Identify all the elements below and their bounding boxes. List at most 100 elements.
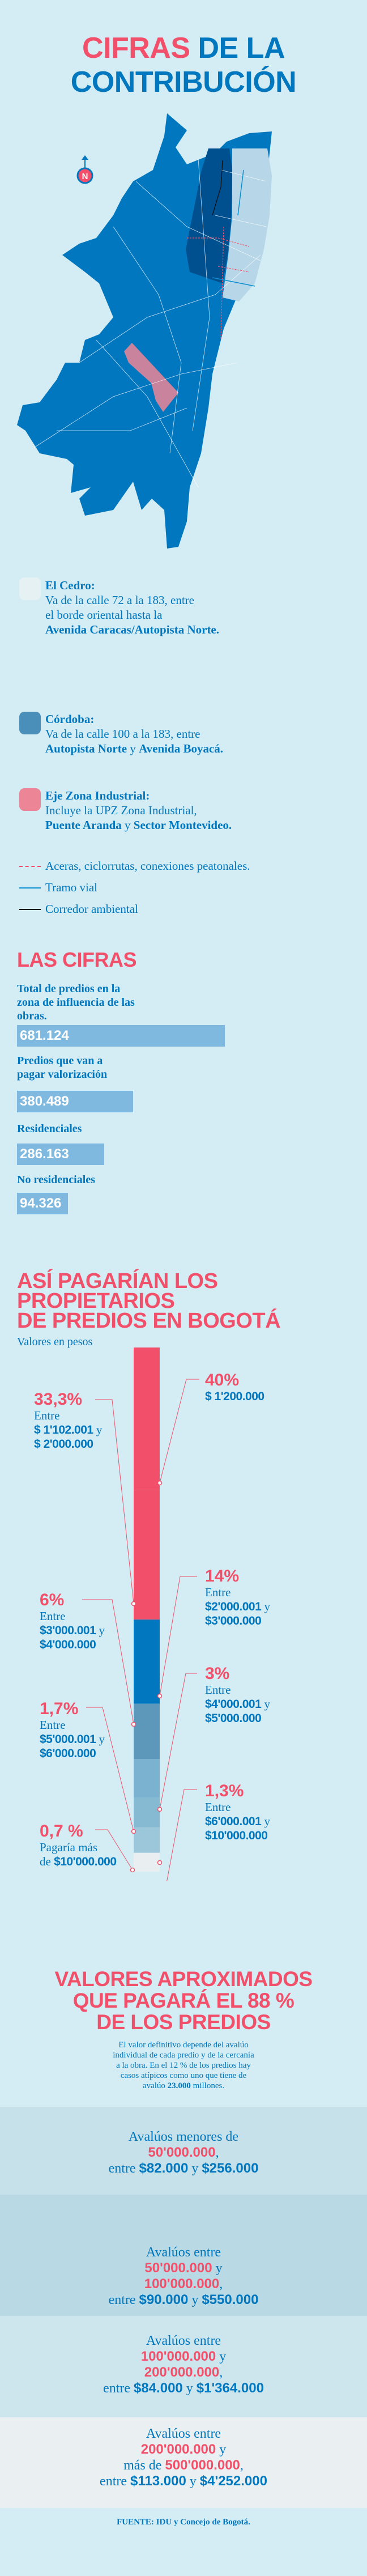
pct-label: 14% (205, 1567, 240, 1585)
pct-label: 6% (40, 1591, 65, 1609)
legend-text-bold: Avenida Boyacá. (139, 742, 224, 755)
chart-label-40: 40% $ 1'200.000 (205, 1371, 264, 1404)
band-label: Avalúos entre (146, 2426, 221, 2441)
page-title-line2: CONTRIBUCIÓN (70, 66, 297, 99)
bar-segment (134, 1827, 160, 1853)
range-de: de (40, 1855, 51, 1868)
paragraph-text: avalúo (142, 2081, 165, 2090)
bar-segment (134, 1852, 160, 1872)
range-conj: y (264, 1600, 271, 1613)
band-label: Avalúos entre (146, 2333, 221, 2348)
title-blue: DE LA (198, 32, 285, 65)
band-min: $84.000 (134, 2381, 183, 2396)
band-conj: y (189, 2474, 197, 2489)
range-value: $3'000.000 (205, 1614, 262, 1627)
range-value: $ 1'102.001 (34, 1423, 93, 1436)
band-conj: y (191, 2293, 199, 2307)
chart-label-33: 33,3% Entre $ 1'102.001 y $ 2'000.000 (34, 1391, 102, 1451)
legend-text: el borde oriental hasta la (45, 608, 163, 622)
band-value: 200'000.000 (144, 2365, 220, 2380)
chart-label-1-3: 1,3% Entre $6'000.001 y $10'000.000 (205, 1782, 270, 1843)
band-entre: entre (103, 2381, 131, 2396)
paragraph-line: a la obra. En el 12 % de los predios hay (116, 2061, 251, 2070)
map-zone-cordoba (186, 148, 232, 283)
legend-swatch-cordoba (19, 712, 41, 734)
range-value: $10'000.000 (205, 1829, 268, 1842)
cifras-label: No residenciales (17, 1174, 95, 1186)
legend-title: Eje Zona Industrial: (45, 789, 150, 802)
band-conj: y (186, 2381, 193, 2396)
pagos-heading: ASÍ PAGARÍAN LOS PROPIETARIOS DE PREDIOS… (17, 1269, 281, 1332)
pagos-subtitle: Valores en pesos (17, 1336, 93, 1348)
north-arrow-icon (76, 155, 93, 184)
bar-segment (134, 1347, 160, 1490)
band-conj: y (219, 2442, 227, 2457)
paragraph-bold: 23.000 (167, 2081, 191, 2090)
bar-segment (134, 1490, 160, 1620)
leader-dots (130, 1480, 163, 1873)
range-conj: y (264, 1814, 271, 1828)
band-max: $550.000 (202, 2292, 259, 2307)
legend-swatch-industrial (19, 788, 41, 811)
cifras-bar: 681.124 (17, 1025, 225, 1047)
range-conj: y (96, 1423, 103, 1436)
range-entre: Entre (34, 1409, 60, 1422)
map-zone-el-cedro (223, 148, 272, 301)
bar-segment (134, 1797, 160, 1827)
band-mas: más de (123, 2458, 162, 2473)
band-conj: y (215, 2261, 223, 2276)
band-4-text: Avalúos entre 200'000.000 y más de 500'0… (0, 2426, 367, 2489)
band-value: 500'000.000 (165, 2458, 240, 2473)
chart-label-0-7: 0,7 % Pagaría más de $10'000.000 (40, 1822, 117, 1869)
chart-label-6: 6% Entre $3'000.001 y $4'000.000 (40, 1591, 105, 1652)
pct-label: 0,7 % (40, 1822, 83, 1840)
leader-lines (82, 1379, 199, 1881)
band-max: $1'364.000 (196, 2381, 264, 2396)
chart-label-1-7: 1,7% Entre $5'000.001 y $6'000.000 (40, 1700, 105, 1761)
legend-conj: y (125, 818, 131, 832)
paragraph-line: casos atípicos como uno que tiene de (120, 2071, 247, 2080)
cifras-value: 286.163 (20, 1146, 69, 1162)
cifras-value: 94.326 (20, 1196, 62, 1211)
legend-swatch-el-cedro (19, 577, 41, 600)
legend-line-label: Corredor ambiental (45, 902, 138, 916)
map-zone-industrial (124, 343, 178, 412)
legend-line-label: Aceras, ciclorrutas, conexiones peatonal… (45, 859, 250, 873)
range-entre: Entre (40, 1718, 66, 1732)
map-environmental-corridor (212, 160, 223, 216)
legend-text-bold: Puente Aranda (45, 818, 122, 832)
heading-line: VALORES APROXIMADOS (54, 1967, 313, 1991)
range-value: $4'000.001 (205, 1698, 262, 1711)
paragraph-text: millones. (193, 2081, 225, 2090)
range-value: $ 2'000.000 (34, 1438, 93, 1451)
cifras-label: Total de predios en la zona de influenci… (17, 983, 135, 1022)
band-conj: y (191, 2161, 199, 2176)
pct-label: 33,3% (34, 1390, 83, 1409)
band-3 (0, 2316, 367, 2417)
chart-label-3: 3% Entre $4'000.001 y $5'000.000 (205, 1665, 270, 1725)
pct-label: 3% (205, 1664, 230, 1683)
legend-conj: y (130, 742, 136, 755)
heading-line: ASÍ PAGARÍAN LOS (17, 1269, 218, 1293)
cifras-value: 681.124 (20, 1028, 69, 1043)
cifras-label: Residenciales (17, 1123, 82, 1135)
cifras-heading: LAS CIFRAS (17, 948, 137, 971)
paragraph-line: El valor definitivo depende del avalúo (118, 2041, 249, 2050)
bogota-map: N (17, 113, 272, 549)
cifras-bar: 286.163 (17, 1144, 105, 1165)
range-entre: Entre (205, 1800, 231, 1814)
road-line-icon (19, 887, 41, 889)
band-label: Avalúos menores de (128, 2129, 239, 2144)
sidewalk-line-icon (19, 866, 41, 867)
map-roads (33, 158, 267, 488)
legend-text-bold: Autopista Norte (45, 742, 127, 755)
valores-paragraph: El valor definitivo depende del avalúo i… (0, 2040, 367, 2091)
range-value: $5'000.000 (205, 1712, 262, 1725)
range-entre: Entre (205, 1585, 231, 1599)
band-entre: entre (100, 2474, 127, 2489)
heading-line: PROPIETARIOS (17, 1289, 175, 1313)
band-max: $256.000 (202, 2161, 259, 2176)
band-3-text: Avalúos entre 100'000.000 y 200'000.000,… (0, 2333, 367, 2396)
bar-segment (134, 1703, 160, 1759)
band-value: 100'000.000 (144, 2276, 220, 2292)
